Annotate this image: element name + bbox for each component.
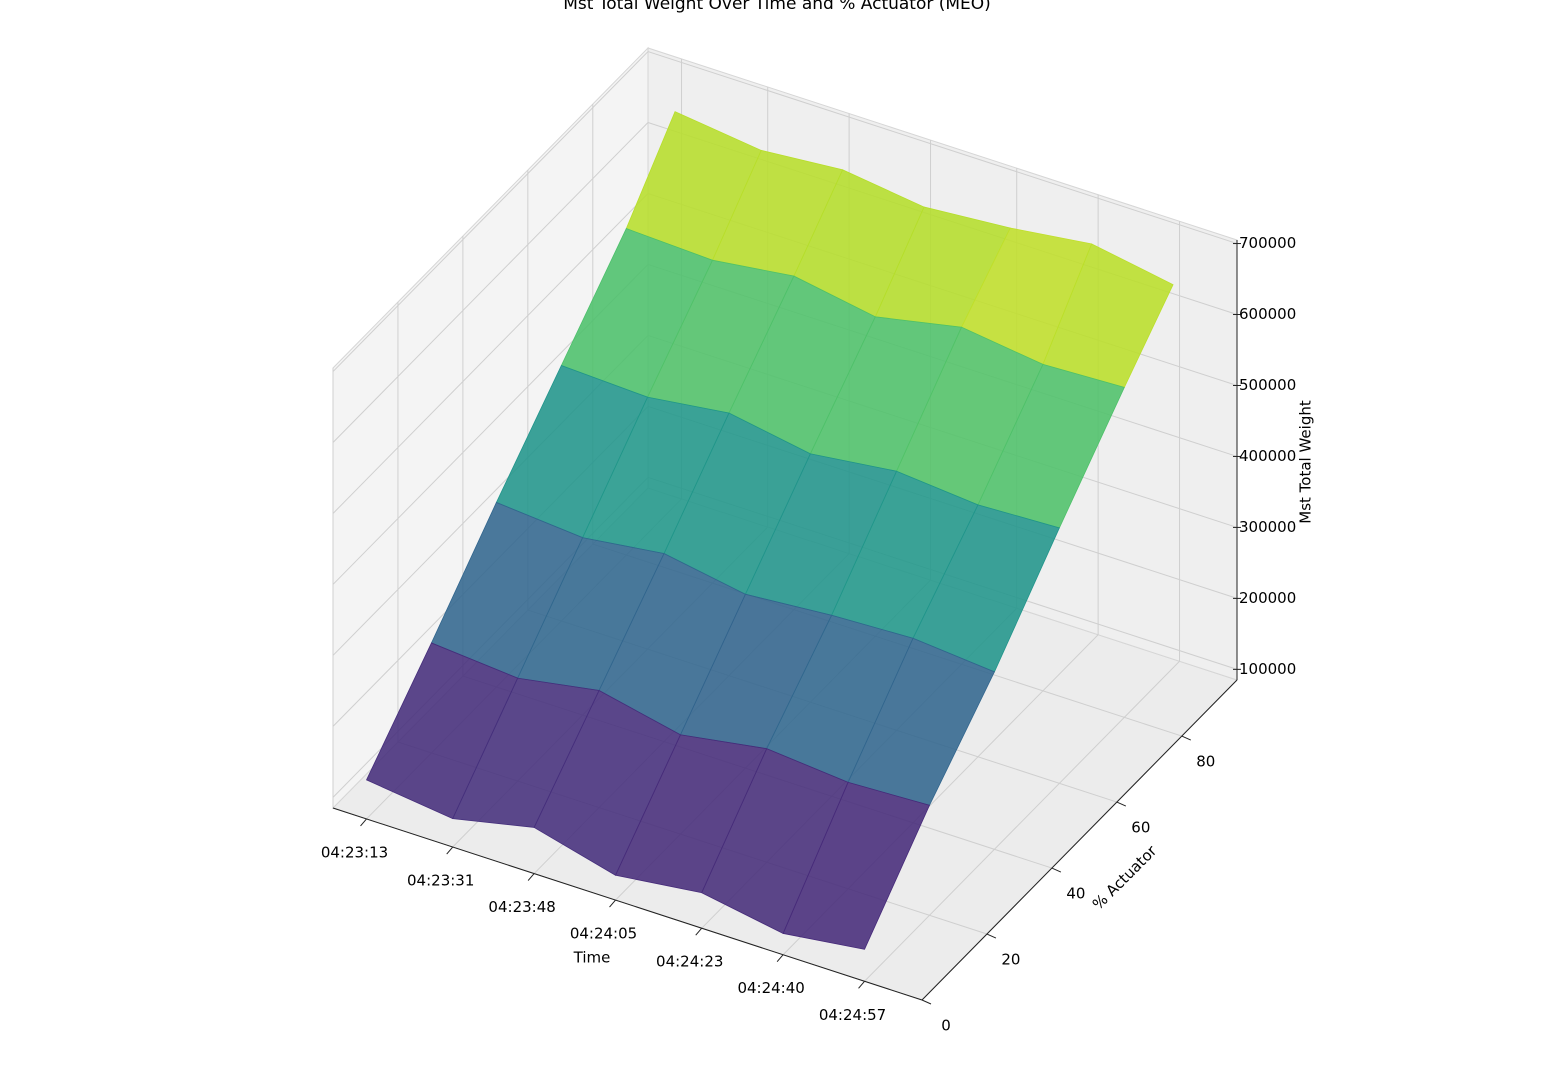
x-tick-label: 04:24:57 (819, 1006, 886, 1024)
z-tick-label: 500000 (1239, 376, 1296, 394)
y-tick (921, 999, 932, 1005)
x-tick-label: 04:23:13 (321, 843, 388, 861)
z-axis-label: Mst Total Weight (1297, 400, 1315, 524)
x-tick-label: 04:23:31 (407, 872, 474, 890)
grid-line (864, 660, 1180, 982)
grid-line (647, 51, 1238, 245)
y-axis-label: % Actuator (1089, 841, 1161, 913)
x-tick (695, 927, 703, 936)
x-tick-label: 04:24:05 (570, 925, 637, 943)
axis-line (921, 679, 1238, 1001)
chart-title: Mst Total Weight Over Time and % Actuato… (563, 0, 991, 14)
z-tick-label: 600000 (1239, 305, 1296, 323)
y-tick (1116, 801, 1127, 807)
x-tick (609, 899, 616, 908)
y-tick-label: 0 (941, 1017, 951, 1035)
y-tick-label: 40 (1066, 885, 1085, 903)
y-tick-label: 20 (1001, 951, 1020, 969)
y-tick (986, 933, 997, 939)
x-tick (776, 954, 784, 963)
z-tick-label: 400000 (1239, 447, 1296, 465)
x-tick (527, 873, 535, 881)
z-tick-label: 300000 (1239, 518, 1296, 536)
grid-line (332, 193, 649, 514)
x-tick (858, 980, 865, 989)
surface-patch (782, 781, 931, 950)
y-tick (1051, 867, 1062, 873)
y-tick-label: 80 (1196, 753, 1215, 771)
x-tick-label: 04:24:23 (656, 953, 723, 971)
z-tick-label: 200000 (1239, 589, 1296, 607)
x-axis-label: Time (573, 949, 611, 967)
grid-line (332, 122, 649, 443)
y-tick (1181, 735, 1191, 741)
x-tick-label: 04:23:48 (488, 898, 555, 916)
z-tick-label: 100000 (1239, 660, 1296, 678)
x-tick-label: 04:24:40 (737, 979, 804, 997)
y-tick-label: 60 (1131, 819, 1150, 837)
axis-line (332, 807, 923, 1001)
x-tick (360, 818, 367, 827)
z-tick-label: 700000 (1239, 234, 1296, 252)
grid-line (332, 51, 649, 372)
x-tick (446, 846, 454, 855)
